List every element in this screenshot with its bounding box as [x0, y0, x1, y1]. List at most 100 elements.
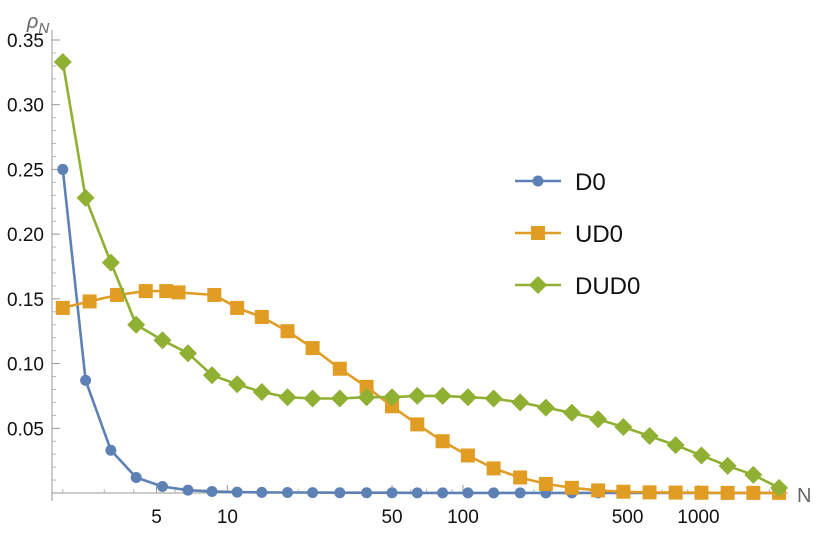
data-point-dud0	[53, 53, 72, 72]
axes-layer: 0.05 0.10 0.15 0.20 0.25 0.30 0.35 5 10 50 100 500 1…	[7, 30, 788, 528]
data-point-ud0	[486, 461, 501, 476]
y-tick-label: 0.20	[7, 225, 44, 246]
x-tick-label: 5	[151, 507, 162, 528]
data-point-ud0	[280, 324, 295, 339]
y-tick-label: 0.05	[7, 419, 44, 440]
data-point-dud0	[718, 456, 737, 475]
data-point-dud0	[408, 386, 427, 405]
data-point-dud0	[76, 188, 95, 207]
data-point-ud0	[720, 485, 735, 500]
data-point-dud0	[640, 427, 659, 446]
data-point-d0	[231, 486, 243, 498]
data-point-ud0	[305, 341, 320, 356]
data-point-d0	[282, 486, 294, 498]
data-point-d0	[256, 486, 268, 498]
data-point-d0	[206, 485, 218, 497]
data-point-dud0	[383, 388, 402, 407]
data-point-ud0	[82, 294, 97, 309]
data-point-ud0	[564, 480, 579, 495]
data-point-dud0	[330, 389, 349, 408]
data-point-d0	[156, 481, 168, 493]
data-point-dud0	[278, 388, 297, 407]
data-point-ud0	[642, 485, 657, 500]
data-point-ud0	[616, 484, 631, 499]
data-point-d0	[182, 484, 194, 496]
legend: D0 UD0 DUD0	[515, 169, 640, 300]
data-point-ud0	[668, 485, 683, 500]
data-point-d0	[386, 487, 398, 499]
data-point-ud0	[591, 483, 606, 498]
data-point-dud0	[536, 398, 555, 417]
data-point-ud0	[55, 300, 70, 315]
data-point-dud0	[101, 253, 120, 272]
series-dud0	[53, 53, 789, 497]
series-layer	[53, 53, 789, 500]
data-point-ud0	[746, 485, 761, 500]
data-point-ud0	[513, 470, 528, 485]
y-tick-label: 0.25	[7, 160, 44, 181]
data-point-ud0	[207, 287, 222, 302]
data-point-ud0	[538, 476, 553, 491]
data-point-dud0	[178, 344, 197, 363]
data-point-d0	[80, 374, 92, 386]
data-point-dud0	[511, 393, 530, 412]
data-point-dud0	[744, 465, 763, 484]
legend-item-d0: D0	[515, 169, 606, 196]
x-tick-label: 50	[381, 507, 402, 528]
data-point-ud0	[230, 300, 245, 315]
data-point-ud0	[359, 379, 374, 394]
series-ud0	[55, 284, 787, 500]
data-point-dud0	[692, 446, 711, 465]
legend-label: UD0	[575, 221, 623, 248]
legend-label: DUD0	[575, 273, 640, 300]
data-point-d0	[105, 444, 117, 456]
data-point-d0	[334, 487, 346, 499]
legend-marker-dud0	[529, 276, 547, 294]
data-point-ud0	[254, 309, 269, 324]
data-point-dud0	[562, 403, 581, 422]
legend-item-dud0: DUD0	[515, 273, 640, 300]
data-point-dud0	[252, 383, 271, 402]
y-axis-title: ρN	[26, 11, 49, 37]
x-tick-label: 500	[612, 507, 644, 528]
data-point-ud0	[171, 285, 186, 300]
data-point-d0	[130, 471, 142, 483]
x-axis-title: N	[797, 485, 811, 507]
data-point-d0	[488, 487, 500, 499]
data-point-dud0	[303, 389, 322, 408]
data-point-dud0	[228, 375, 247, 394]
data-point-d0	[514, 487, 526, 499]
data-point-ud0	[694, 485, 709, 500]
data-point-dud0	[666, 436, 685, 455]
data-point-dud0	[433, 386, 452, 405]
data-point-ud0	[159, 284, 174, 299]
data-point-dud0	[357, 388, 376, 407]
data-point-ud0	[460, 448, 475, 463]
y-tick-label: 0.10	[7, 355, 44, 376]
legend-item-ud0: UD0	[515, 221, 623, 248]
data-point-dud0	[589, 410, 608, 429]
data-point-d0	[411, 487, 423, 499]
data-point-ud0	[385, 399, 400, 414]
x-tick-label: 1000	[677, 507, 719, 528]
x-tick-label: 100	[447, 507, 479, 528]
y-tick-label: 0.30	[7, 96, 44, 117]
data-point-d0	[307, 487, 319, 499]
data-point-dud0	[484, 389, 503, 408]
y-tick-label: 0.15	[7, 290, 44, 311]
data-point-dud0	[458, 388, 477, 407]
data-point-dud0	[770, 478, 789, 497]
legend-marker-d0	[532, 175, 544, 187]
data-point-dud0	[614, 417, 633, 436]
legend-label: D0	[575, 169, 606, 196]
data-point-ud0	[332, 361, 347, 376]
data-point-ud0	[138, 284, 153, 299]
data-point-d0	[437, 487, 449, 499]
data-point-dud0	[202, 366, 221, 385]
data-point-dud0	[153, 331, 172, 350]
y-tick-label: 0.35	[7, 31, 44, 52]
data-point-d0	[57, 163, 69, 175]
data-point-d0	[361, 487, 373, 499]
legend-marker-ud0	[531, 226, 545, 240]
